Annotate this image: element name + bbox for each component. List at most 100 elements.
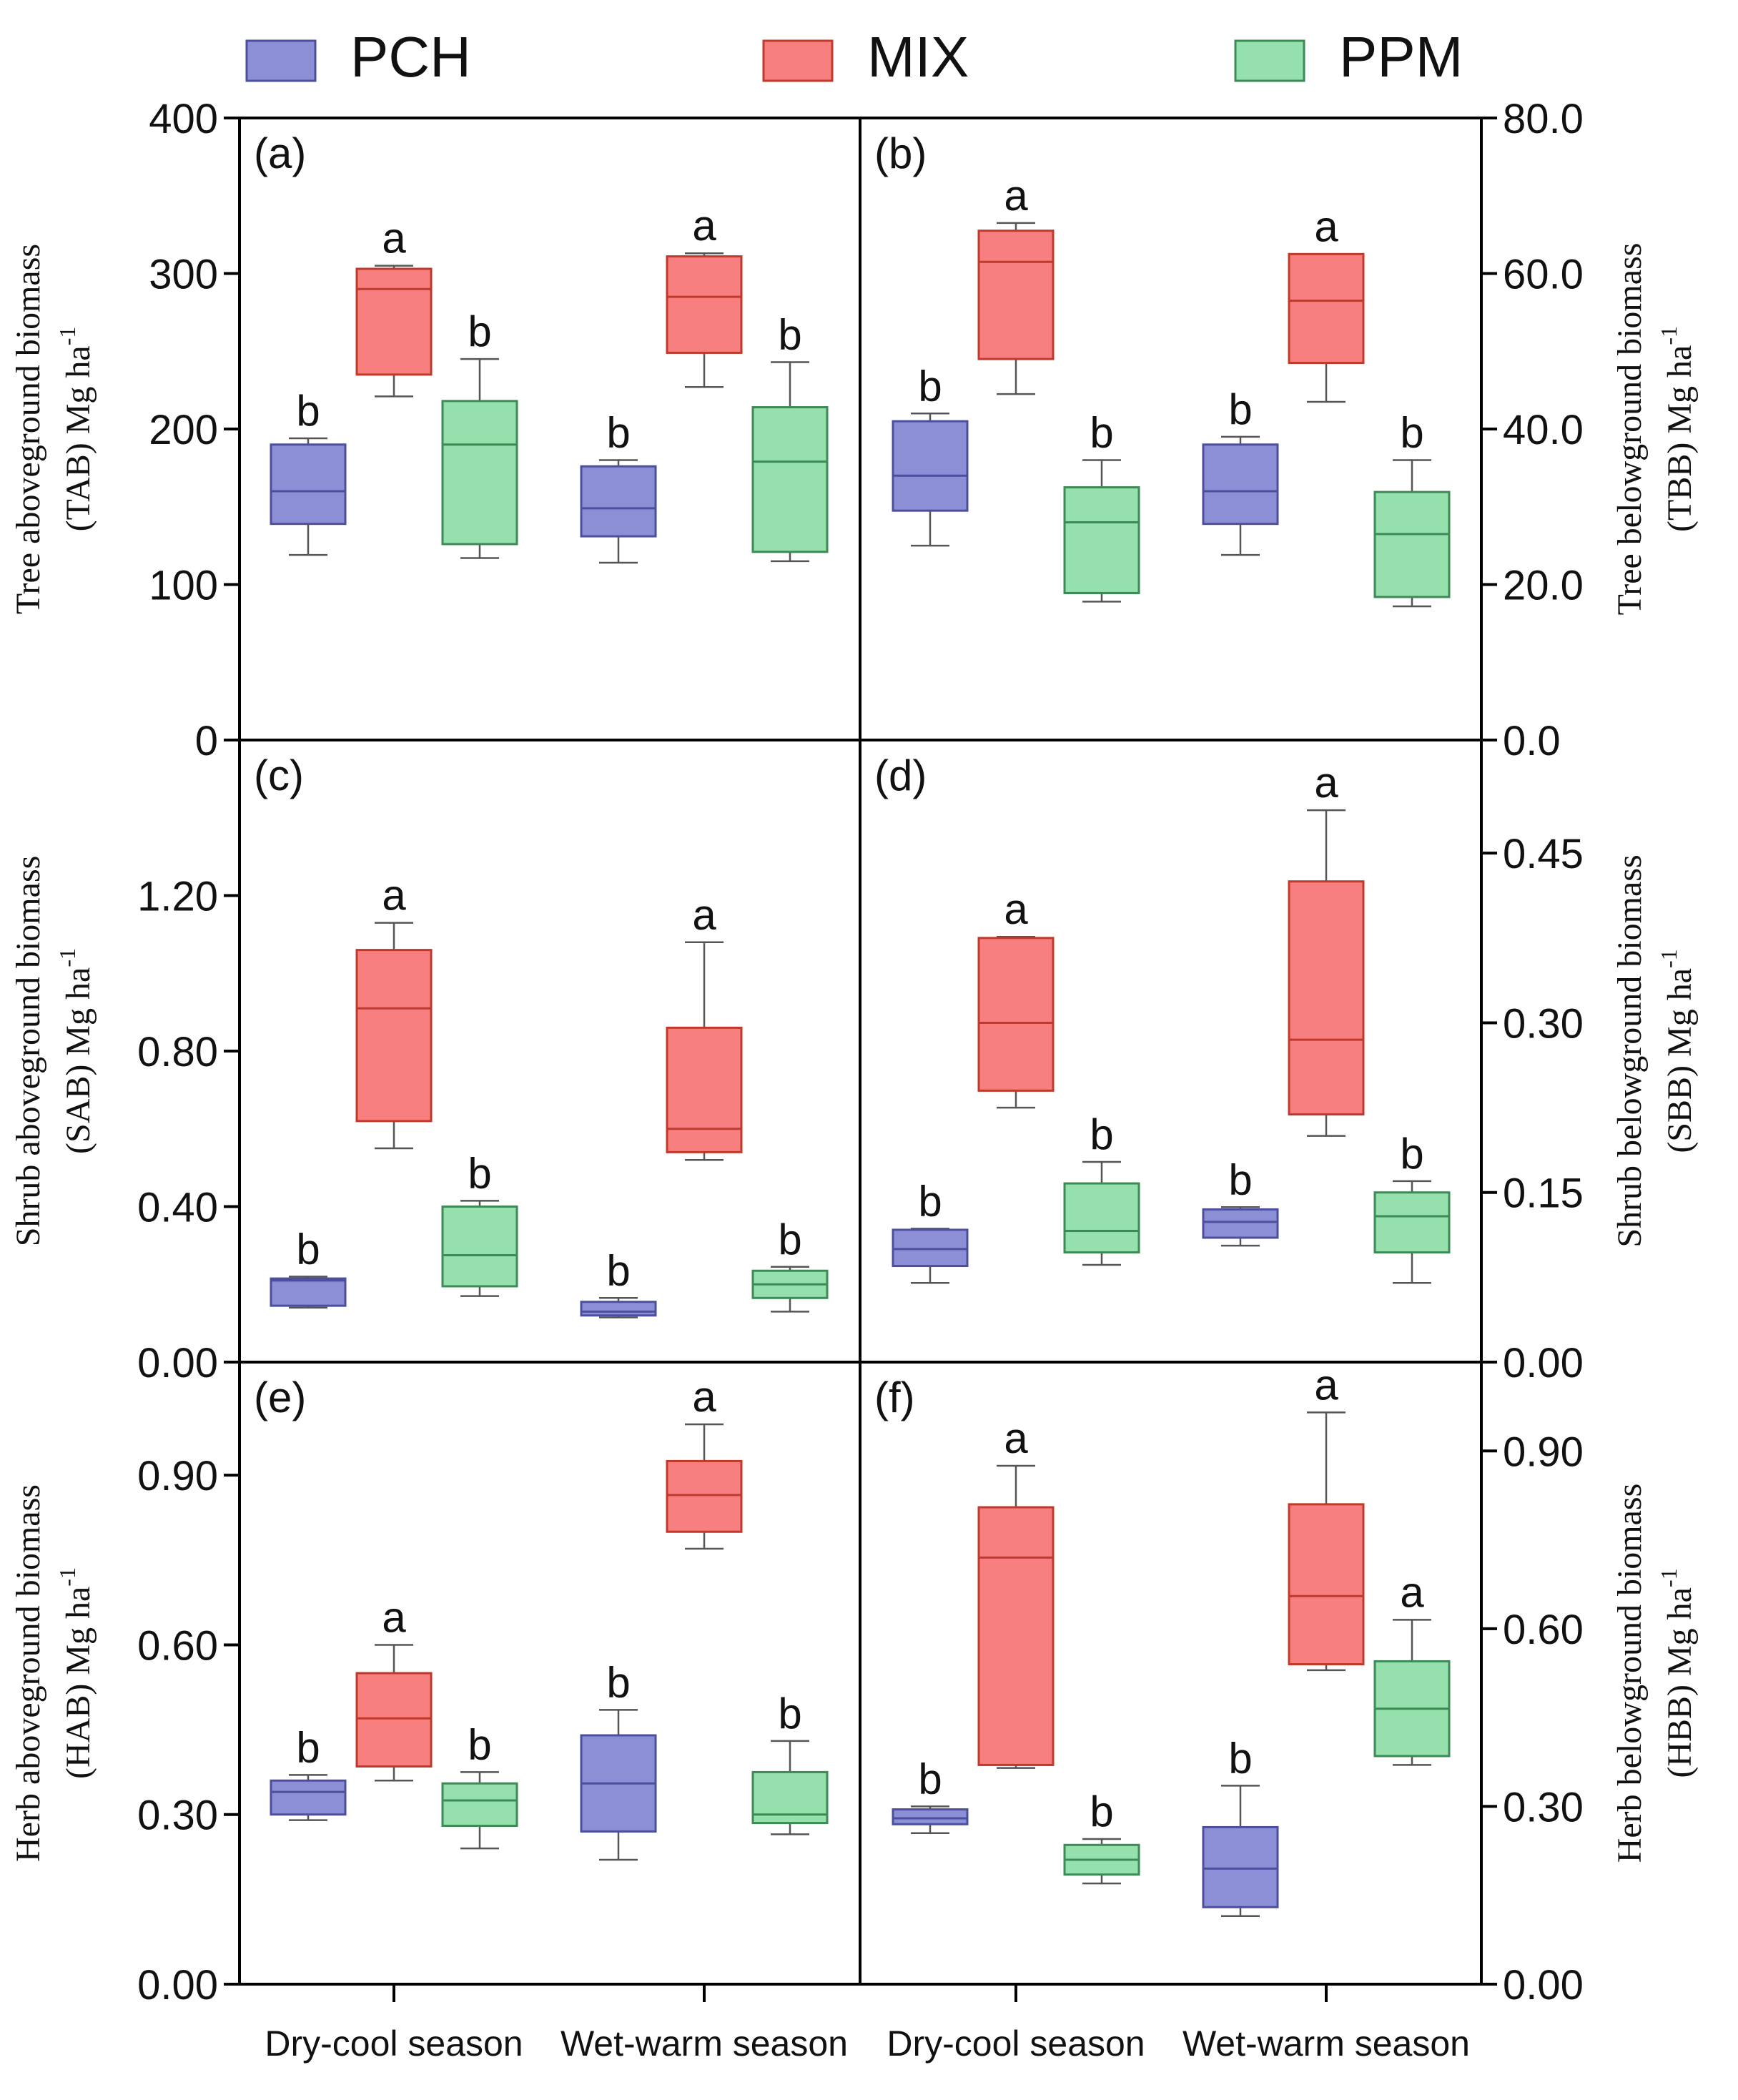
box-pch: b [892, 1177, 969, 1284]
box-iqr [441, 1782, 518, 1828]
x-tick-label: Dry-cool season [265, 2023, 523, 2064]
significance-letter: a [382, 1593, 406, 1641]
y-tick-label: 0.60 [137, 1622, 218, 1669]
box-pch: b [580, 1658, 657, 1861]
panel-b: (b) 0.0 20.0 40.0 60.0 80.0 b a b b a b [874, 96, 1584, 764]
axis-title-unit: (TBB) Mg ha [1661, 345, 1699, 532]
legend-label-ppm: PPM [1339, 25, 1463, 89]
significance-letter: b [1228, 385, 1252, 433]
y-tick-label: 200 [149, 407, 218, 453]
significance-letter: b [918, 1177, 942, 1225]
box-pch: b [580, 1246, 657, 1318]
box-mix: a [1288, 759, 1365, 1137]
box-mix: a [1288, 202, 1365, 403]
significance-letter: a [1314, 202, 1338, 250]
significance-letter: b [296, 387, 320, 435]
y-tick-label: 0.00 [137, 1340, 218, 1386]
panel-c: (c) 0.00 0.40 0.80 1.20 b a b b a b [137, 751, 829, 1386]
panel-d: (d) 0.00 0.15 0.30 0.45 b a b b a b [874, 751, 1584, 1386]
y-tick-label: 0.60 [1503, 1607, 1584, 1653]
y-tick-label: 0.30 [1503, 1784, 1584, 1830]
panel-label: (d) [874, 751, 927, 799]
box-ppm: b [751, 310, 829, 563]
panel-label: (f) [874, 1374, 915, 1421]
x-tick-label: Dry-cool season [887, 2023, 1145, 2064]
box-pch: b [270, 1225, 347, 1309]
significance-letter: a [692, 1373, 716, 1421]
box-mix: a [355, 872, 433, 1150]
box-iqr [441, 400, 518, 546]
significance-letter: b [918, 362, 942, 410]
box-mix: a [977, 172, 1055, 395]
box-pch: b [892, 1755, 969, 1834]
box-ppm: b [1373, 1130, 1451, 1284]
box-iqr [977, 1506, 1055, 1766]
significance-letter: b [1400, 1130, 1423, 1178]
axis-title-line2: (SBB) Mg ha-1 [1656, 949, 1699, 1153]
axis-title-superscript: -1 [1656, 326, 1682, 345]
significance-letter: b [468, 1149, 491, 1197]
box-ppm: b [751, 1690, 829, 1835]
axis-title-line1: Tree aboveground biomass [9, 244, 47, 614]
box-pch: b [270, 387, 347, 556]
y-tick-label: 0.80 [137, 1029, 218, 1075]
box-iqr [1202, 443, 1279, 526]
axis-title-line2: (TBB) Mg ha-1 [1656, 326, 1699, 532]
legend-swatch-ppm [1234, 39, 1305, 82]
y-tick-label: 0.00 [1503, 1962, 1584, 2008]
box-mix: a [666, 202, 743, 388]
significance-letter: a [1004, 1414, 1028, 1462]
significance-letter: a [1004, 885, 1028, 933]
axis-title-superscript: -1 [54, 1567, 80, 1587]
box-iqr [666, 1459, 743, 1533]
box-mix: a [355, 215, 433, 398]
y-tick-label: 0 [195, 718, 218, 764]
box-mix: a [666, 1373, 743, 1550]
significance-letter: a [692, 891, 716, 939]
box-iqr [666, 255, 743, 354]
box-iqr [892, 1808, 969, 1825]
x-tick-label: Wet-warm season [561, 2023, 848, 2064]
box-iqr [1202, 1208, 1279, 1239]
box-mix: a [666, 891, 743, 1161]
box-ppm: a [1373, 1568, 1451, 1766]
y-tick-label: 40.0 [1503, 407, 1584, 453]
box-iqr [355, 949, 433, 1123]
box-iqr [1202, 1825, 1279, 1908]
axis-title-line1: Herb belowground biomass [1611, 1484, 1649, 1863]
significance-letter: a [1004, 172, 1028, 220]
y-tick-label: 300 [149, 252, 218, 298]
box-iqr [892, 1228, 969, 1268]
box-iqr [977, 230, 1055, 360]
panel-a: (a) 0 100 200 300 400 b a b b a b [149, 96, 829, 764]
significance-letter: a [1400, 1568, 1424, 1616]
box-iqr [270, 1779, 347, 1816]
axis-title-superscript: -1 [54, 948, 80, 967]
box-iqr [751, 406, 829, 553]
significance-letter: b [606, 409, 630, 457]
right-axis-title-1: Shrub belowground biomass (SBB) Mg ha-1 [1611, 854, 1699, 1247]
box-iqr [270, 1277, 347, 1307]
significance-letter: b [606, 1658, 630, 1706]
panel-e: (e) 0.00 0.30 0.60 0.90 b a b b a b [137, 1373, 829, 2008]
y-tick-label: 100 [149, 563, 218, 609]
left-axis-title-0: Tree aboveground biomass (TAB) Mg ha-1 [9, 244, 97, 614]
significance-letter: b [296, 1723, 320, 1771]
box-pch: b [580, 409, 657, 564]
box-iqr [270, 443, 347, 526]
axis-title-superscript: -1 [1656, 1568, 1682, 1587]
significance-letter: a [692, 202, 716, 250]
significance-letter: b [778, 310, 801, 358]
box-ppm: b [441, 1720, 518, 1850]
significance-letter: b [606, 1246, 630, 1294]
box-iqr [666, 1026, 743, 1153]
box-ppm: b [1063, 1110, 1140, 1266]
axis-title-line2: (TAB) Mg ha-1 [54, 327, 97, 532]
axis-title-unit: (TAB) Mg ha [59, 345, 97, 531]
significance-letter: b [778, 1216, 801, 1263]
significance-letter: b [1400, 409, 1423, 457]
axis-title-line1: Shrub aboveground biomass [9, 856, 47, 1247]
significance-letter: b [1090, 1110, 1113, 1158]
significance-letter: a [1314, 759, 1338, 807]
